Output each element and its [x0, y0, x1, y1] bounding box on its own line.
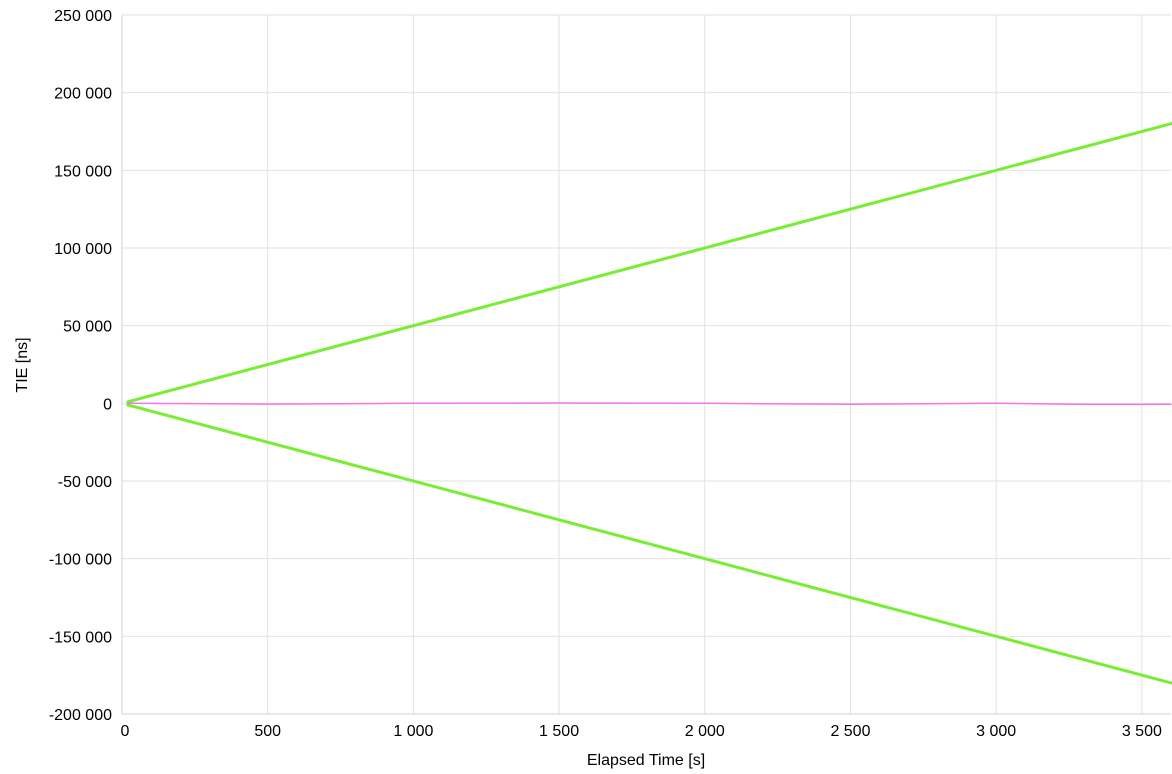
x-tick-label: 1 500 [539, 723, 579, 740]
y-tick-label: 50 000 [63, 319, 112, 336]
y-tick-label: 100 000 [54, 241, 112, 258]
y-tick-label: -200 000 [49, 707, 112, 724]
chart-axes [121, 15, 1171, 715]
y-tick-label: 150 000 [54, 163, 112, 180]
series-line-1 [126, 122, 1172, 404]
x-axis-title: Elapsed Time [s] [587, 752, 705, 769]
series-line-2 [126, 403, 1172, 685]
x-tick-label: 0 [121, 723, 130, 740]
x-tick-label: 2 500 [830, 723, 870, 740]
series-lines [126, 122, 1172, 685]
x-tick-label: 500 [254, 723, 281, 740]
y-axis-title: TIE [ns] [14, 337, 31, 392]
x-tick-label: 3 500 [1122, 723, 1162, 740]
x-tick-label: 3 000 [976, 723, 1016, 740]
y-tick-label: 200 000 [54, 86, 112, 103]
x-tick-label: 2 000 [685, 723, 725, 740]
tick-labels: 250 000 200 000 150 000 100 000 50 000 0 -50 0… [49, 8, 1162, 740]
y-tick-label: 250 000 [54, 8, 112, 25]
y-tick-label: -100 000 [49, 552, 112, 569]
y-tick-label: -50 000 [58, 474, 112, 491]
series-line-3 [127, 402, 1172, 406]
x-tick-label: 1 000 [393, 723, 433, 740]
y-tick-label: 0 [103, 396, 112, 413]
y-tick-label: -150 000 [49, 629, 112, 646]
grid-lines [122, 14, 1171, 715]
